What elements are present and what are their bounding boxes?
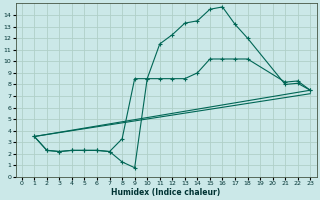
X-axis label: Humidex (Indice chaleur): Humidex (Indice chaleur): [111, 188, 221, 197]
